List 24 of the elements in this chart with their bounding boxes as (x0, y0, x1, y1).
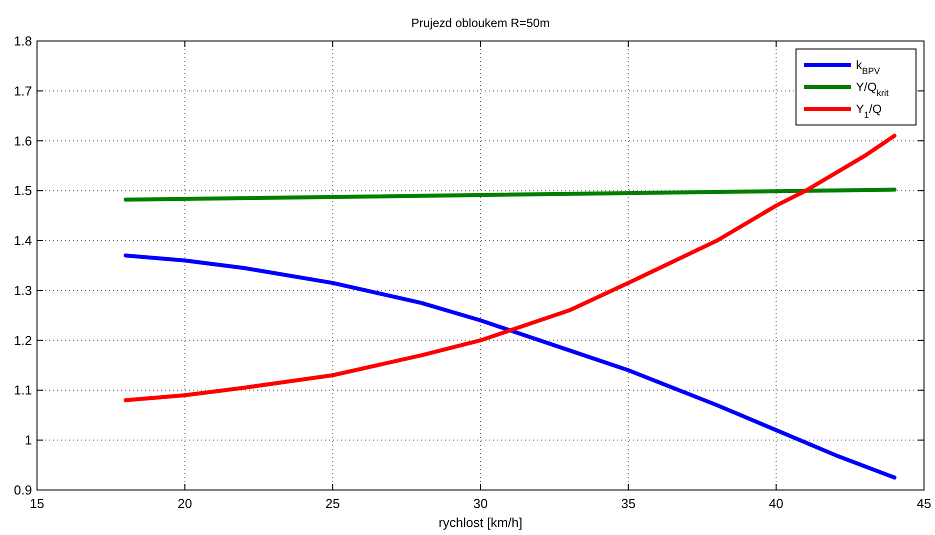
line-series (124, 254, 896, 480)
y-tick-label: 1.6 (14, 133, 32, 148)
x-tick-label: 25 (325, 496, 340, 511)
x-tick-label: 15 (30, 496, 44, 511)
x-tick-label: 30 (473, 496, 488, 511)
legend-label: k$_{BPV}$ (856, 58, 880, 76)
legend-label: Y/Q$_{krit}$ (856, 80, 890, 98)
y-tick-label: 1.5 (14, 183, 32, 198)
y-tick-label: 1.2 (14, 332, 32, 348)
x-tick-label: 35 (621, 496, 636, 511)
y-tick-label: 1.7 (14, 83, 32, 98)
legend-label: Y$_{1}$/Q (856, 102, 882, 120)
x-tick-label: 40 (768, 496, 784, 511)
x-tick-label: 45 (916, 496, 932, 511)
y-tick-label: 1.4 (14, 233, 32, 248)
x-tick-label: 20 (178, 496, 192, 511)
x-axis-title: rychlost [km/h] (438, 515, 522, 530)
y-tick-label: 1.8 (14, 34, 32, 48)
chart-title: Prujezd obloukem R=50m (411, 16, 550, 30)
line-series (124, 134, 896, 402)
y-tick-label: 1.3 (14, 282, 32, 298)
y-tick-label: 1 (24, 432, 32, 448)
y-tick-label: 1.1 (14, 382, 32, 398)
y-tick-label: 0.9 (14, 482, 32, 498)
